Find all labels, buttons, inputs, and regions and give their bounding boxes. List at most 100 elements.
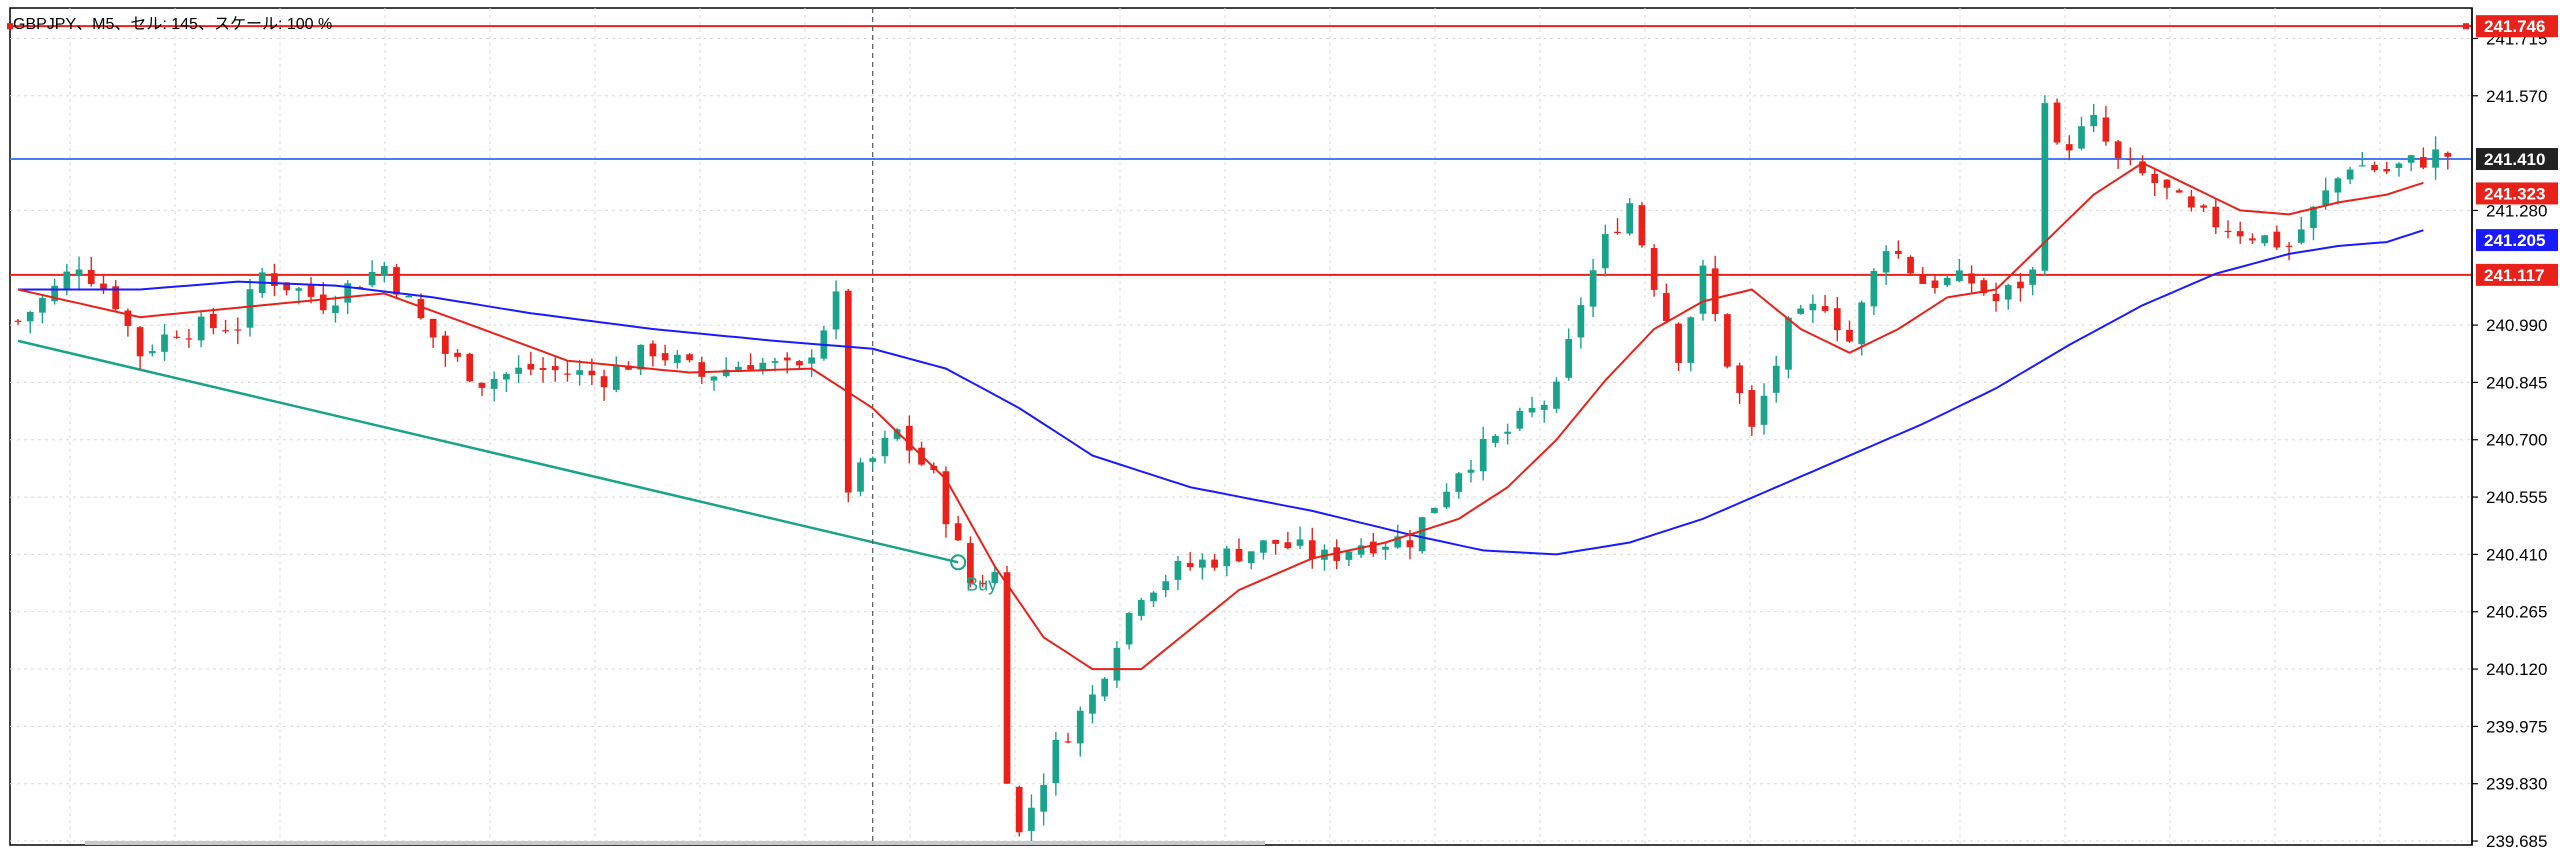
candle-body [832, 291, 840, 330]
price-label-box [2476, 182, 2558, 205]
price-label: 241.117 [2484, 266, 2545, 285]
candle-body [1772, 365, 1780, 393]
line-handle-right[interactable] [2463, 23, 2469, 30]
candle-body [2078, 126, 2085, 149]
candle-body [2322, 190, 2330, 205]
candle-body [1015, 786, 1023, 833]
candle-body [14, 320, 22, 322]
price-labels: 241.746 241.410 241.323 241.205 241.117 [2476, 15, 2558, 286]
candle-body [1650, 248, 1658, 290]
candle-body [1907, 256, 1914, 274]
candle-body [1870, 270, 1878, 307]
candle-body [1687, 317, 1695, 363]
candle-body [1577, 305, 1585, 338]
candle-body [1638, 205, 1646, 246]
candle-body [503, 373, 510, 380]
candle-body [735, 366, 742, 372]
candle-body [1833, 308, 1841, 331]
candle-body [210, 313, 217, 329]
candle-body [478, 382, 486, 388]
candle-body [2261, 235, 2268, 244]
candles [14, 95, 2452, 844]
candle-body [393, 267, 400, 295]
candle-body [783, 357, 791, 361]
candle-body [1785, 317, 1792, 370]
candle-body [63, 271, 71, 289]
candle-body [417, 299, 425, 319]
axis-tick-label: 239.830 [2486, 775, 2547, 794]
axis-tick-label: 241.570 [2486, 87, 2547, 106]
candle-body [2212, 206, 2220, 228]
candle-body [722, 369, 730, 377]
price-label-box [2476, 15, 2558, 38]
candle-body [173, 336, 181, 338]
candle-body [2029, 269, 2037, 285]
candle-body [991, 572, 999, 583]
candle-body [332, 305, 339, 313]
candle-body [979, 582, 986, 585]
ma-fast-line [17, 161, 2424, 671]
candle-body [1125, 613, 1133, 645]
price-axis[interactable]: 241.715241.570241.280240.990240.845240.7… [85, 8, 2547, 849]
candle-body [1992, 293, 2000, 302]
horizontal-lines[interactable] [7, 23, 2472, 276]
candle-body [2444, 152, 2452, 157]
candle-body [576, 370, 584, 375]
candle-body [1223, 548, 1231, 567]
candle-body [1382, 546, 1389, 550]
candle-body [1260, 540, 1267, 553]
candle-body [1137, 599, 1145, 616]
candle-body [2310, 206, 2317, 229]
candle-body [1699, 265, 1707, 314]
trade-markers[interactable]: Buy [950, 554, 997, 594]
candle-body [1821, 306, 1829, 311]
candle-body [1662, 293, 1670, 321]
candle-body [637, 344, 645, 370]
trendline-layer[interactable] [17, 339, 959, 564]
candle-body [869, 458, 877, 462]
candle-body [1186, 562, 1194, 568]
candle-body [1467, 469, 1475, 473]
candle-body [271, 273, 278, 286]
price-label: 241.323 [2484, 184, 2545, 203]
candle-body [1553, 381, 1560, 409]
candle-body [527, 364, 535, 370]
price-label: 241.746 [2484, 17, 2545, 36]
candle-body [2273, 231, 2281, 248]
candle-body [1247, 551, 1255, 564]
buy-marker-icon[interactable] [950, 554, 967, 571]
candle-body [1589, 270, 1597, 307]
price-label-box [2476, 229, 2558, 252]
trendline[interactable] [17, 339, 959, 564]
candle-body [429, 318, 437, 338]
candle-body [1565, 339, 1573, 378]
candle-body [51, 285, 58, 302]
candle-body [1528, 407, 1536, 413]
candle-body [1894, 250, 1902, 254]
candle-body [1968, 273, 1975, 284]
candle-body [759, 362, 767, 372]
candle-body [368, 272, 376, 286]
candle-body [649, 343, 657, 357]
candle-body [1675, 323, 1682, 363]
candle-body [1980, 280, 1988, 294]
price-label-box [2476, 263, 2558, 286]
candle-body [905, 425, 913, 451]
candle-body [1748, 390, 1756, 427]
candle-body [539, 367, 547, 370]
candle-body [2297, 229, 2305, 243]
line-handle-left[interactable] [7, 23, 13, 30]
candle-body [466, 353, 474, 382]
candle-body [1858, 302, 1866, 345]
candle-body [515, 367, 522, 374]
candle-body [1406, 540, 1414, 548]
candle-body [1943, 277, 1951, 286]
candle-body [2420, 157, 2427, 168]
candle-body [1809, 303, 1817, 311]
axis-tick-label: 240.265 [2486, 603, 2547, 622]
candle-body [2175, 190, 2183, 193]
candle-body [2017, 281, 2024, 289]
horizontal-scrollbar[interactable] [85, 841, 1265, 845]
